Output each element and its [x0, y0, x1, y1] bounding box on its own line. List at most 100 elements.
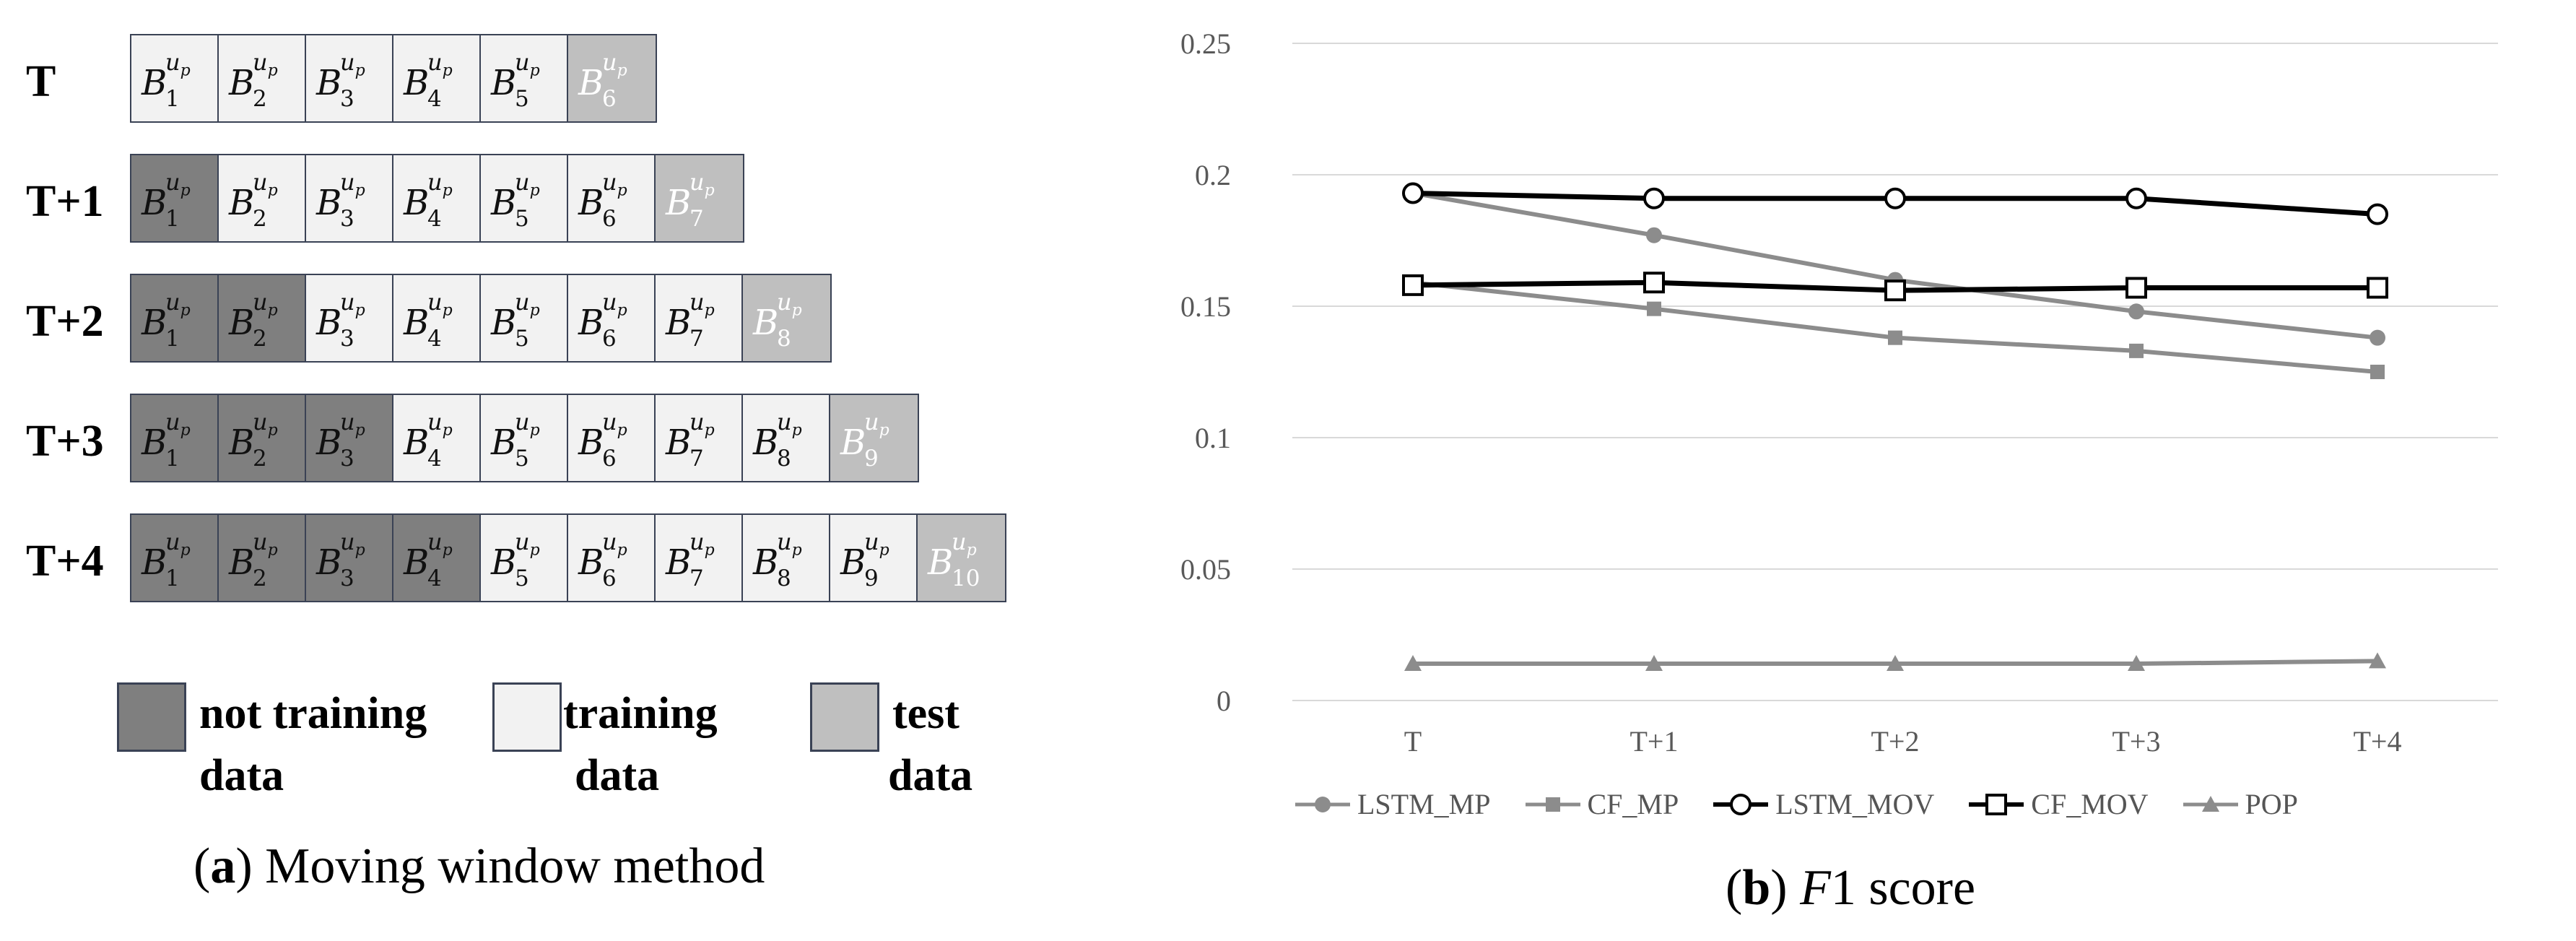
- cell-superscript: up: [165, 288, 191, 319]
- cell-index: 2: [253, 446, 267, 472]
- cell-superscript: up: [165, 48, 191, 79]
- data-point: [1647, 301, 1661, 316]
- cell-superscript: up: [602, 48, 627, 79]
- cell-letter: B: [316, 542, 342, 583]
- cell-sup-u: u: [340, 408, 355, 435]
- cell-letter: B: [142, 183, 167, 223]
- cell-sup-u: u: [165, 408, 180, 435]
- cell-letter: B: [142, 303, 167, 343]
- data-point: [1402, 274, 1424, 296]
- y-tick-label: 0.2: [1195, 159, 1231, 191]
- series-line: [1412, 191, 2378, 340]
- panel-b-caption: (b) F1 score: [1726, 860, 1976, 916]
- legend-item: LSTM_MOV: [1710, 787, 1934, 821]
- x-tick-label: T+3: [2112, 725, 2161, 758]
- legend-marker: [1315, 796, 1331, 812]
- legend-marker-icon: [1525, 797, 1580, 812]
- cell-sup-p: p: [354, 61, 365, 80]
- y-tick-label: 0.05: [1180, 553, 1231, 586]
- cell-sup-u: u: [427, 408, 443, 435]
- cell-sup-u: u: [427, 168, 443, 196]
- cell-sup-u: u: [864, 528, 879, 555]
- data-point: [2370, 329, 2385, 346]
- cell-index: 2: [253, 86, 267, 112]
- series-group: [1402, 182, 2388, 672]
- cell-superscript: up: [253, 288, 278, 319]
- cell-superscript: up: [165, 408, 191, 439]
- cell-index: 1: [165, 206, 180, 232]
- data-point: [2367, 203, 2388, 225]
- cell-sup-u: u: [165, 48, 180, 76]
- cell-sup-p: p: [354, 541, 365, 560]
- cell-sup-u: u: [253, 528, 268, 555]
- cell-sup-p: p: [704, 421, 715, 440]
- cell-superscript: up: [952, 528, 977, 559]
- data-point: [2128, 303, 2144, 320]
- data-point: [1645, 655, 1663, 672]
- cell-letter: B: [404, 303, 430, 343]
- chart-legend: LSTM_MP CF_MP LSTM_MOV CF_MOV POP: [1292, 787, 2298, 821]
- cell-index: 9: [864, 565, 879, 591]
- legend-line2: data: [888, 751, 973, 800]
- cell-sup-p: p: [529, 541, 540, 560]
- cell-letter: B: [404, 183, 430, 223]
- cell-index: 4: [427, 565, 442, 591]
- panel-a-caption: (a) Moving window method: [193, 838, 765, 894]
- cell-letter: B: [578, 303, 604, 343]
- cell-letter: B: [578, 542, 604, 583]
- cell-letter: B: [316, 63, 342, 103]
- legend-line1: test: [892, 689, 960, 738]
- cell-superscript: up: [427, 168, 453, 199]
- cell-sup-u: u: [340, 288, 355, 316]
- legend-marker: [1730, 793, 1752, 815]
- cell-index: 5: [515, 565, 529, 591]
- cell-index: 4: [427, 206, 442, 232]
- legend-text: test data: [888, 682, 1162, 807]
- cell-sup-u: u: [515, 408, 530, 435]
- cell-sup-p: p: [180, 421, 191, 440]
- legend-marker-icon: [1295, 796, 1350, 812]
- cell-sup-u: u: [165, 168, 180, 196]
- cell-letter: B: [229, 63, 255, 103]
- cell-sup-p: p: [617, 181, 627, 200]
- data-point: [1646, 227, 1662, 243]
- data-point: [1884, 279, 1906, 302]
- cell-superscript: up: [253, 168, 278, 199]
- cell-letter: B: [578, 183, 604, 223]
- cell-sup-p: p: [529, 61, 540, 80]
- cell-index: 5: [515, 326, 529, 352]
- series-lstm-mp: [1405, 185, 2385, 346]
- cell-sup-u: u: [253, 288, 268, 316]
- legend-label: CF_MOV: [2031, 788, 2149, 820]
- cell-sup-p: p: [529, 301, 540, 320]
- cell-letter: B: [316, 183, 342, 223]
- data-point: [1643, 272, 1665, 294]
- cell-superscript: up: [427, 408, 453, 439]
- y-tick-label: 0: [1217, 685, 1231, 717]
- legend-marker: [1985, 793, 2008, 815]
- cell-superscript: up: [515, 408, 540, 439]
- x-tick-label: T: [1404, 725, 1422, 758]
- cell-sup-p: p: [267, 301, 278, 320]
- data-point: [2129, 343, 2144, 358]
- cell-letter: B: [840, 422, 866, 463]
- cell-sup-u: u: [165, 528, 180, 555]
- cell-sup-u: u: [602, 528, 617, 555]
- cell-index: 3: [340, 86, 354, 112]
- cell-index: 6: [602, 206, 617, 232]
- data-point: [1884, 187, 1906, 209]
